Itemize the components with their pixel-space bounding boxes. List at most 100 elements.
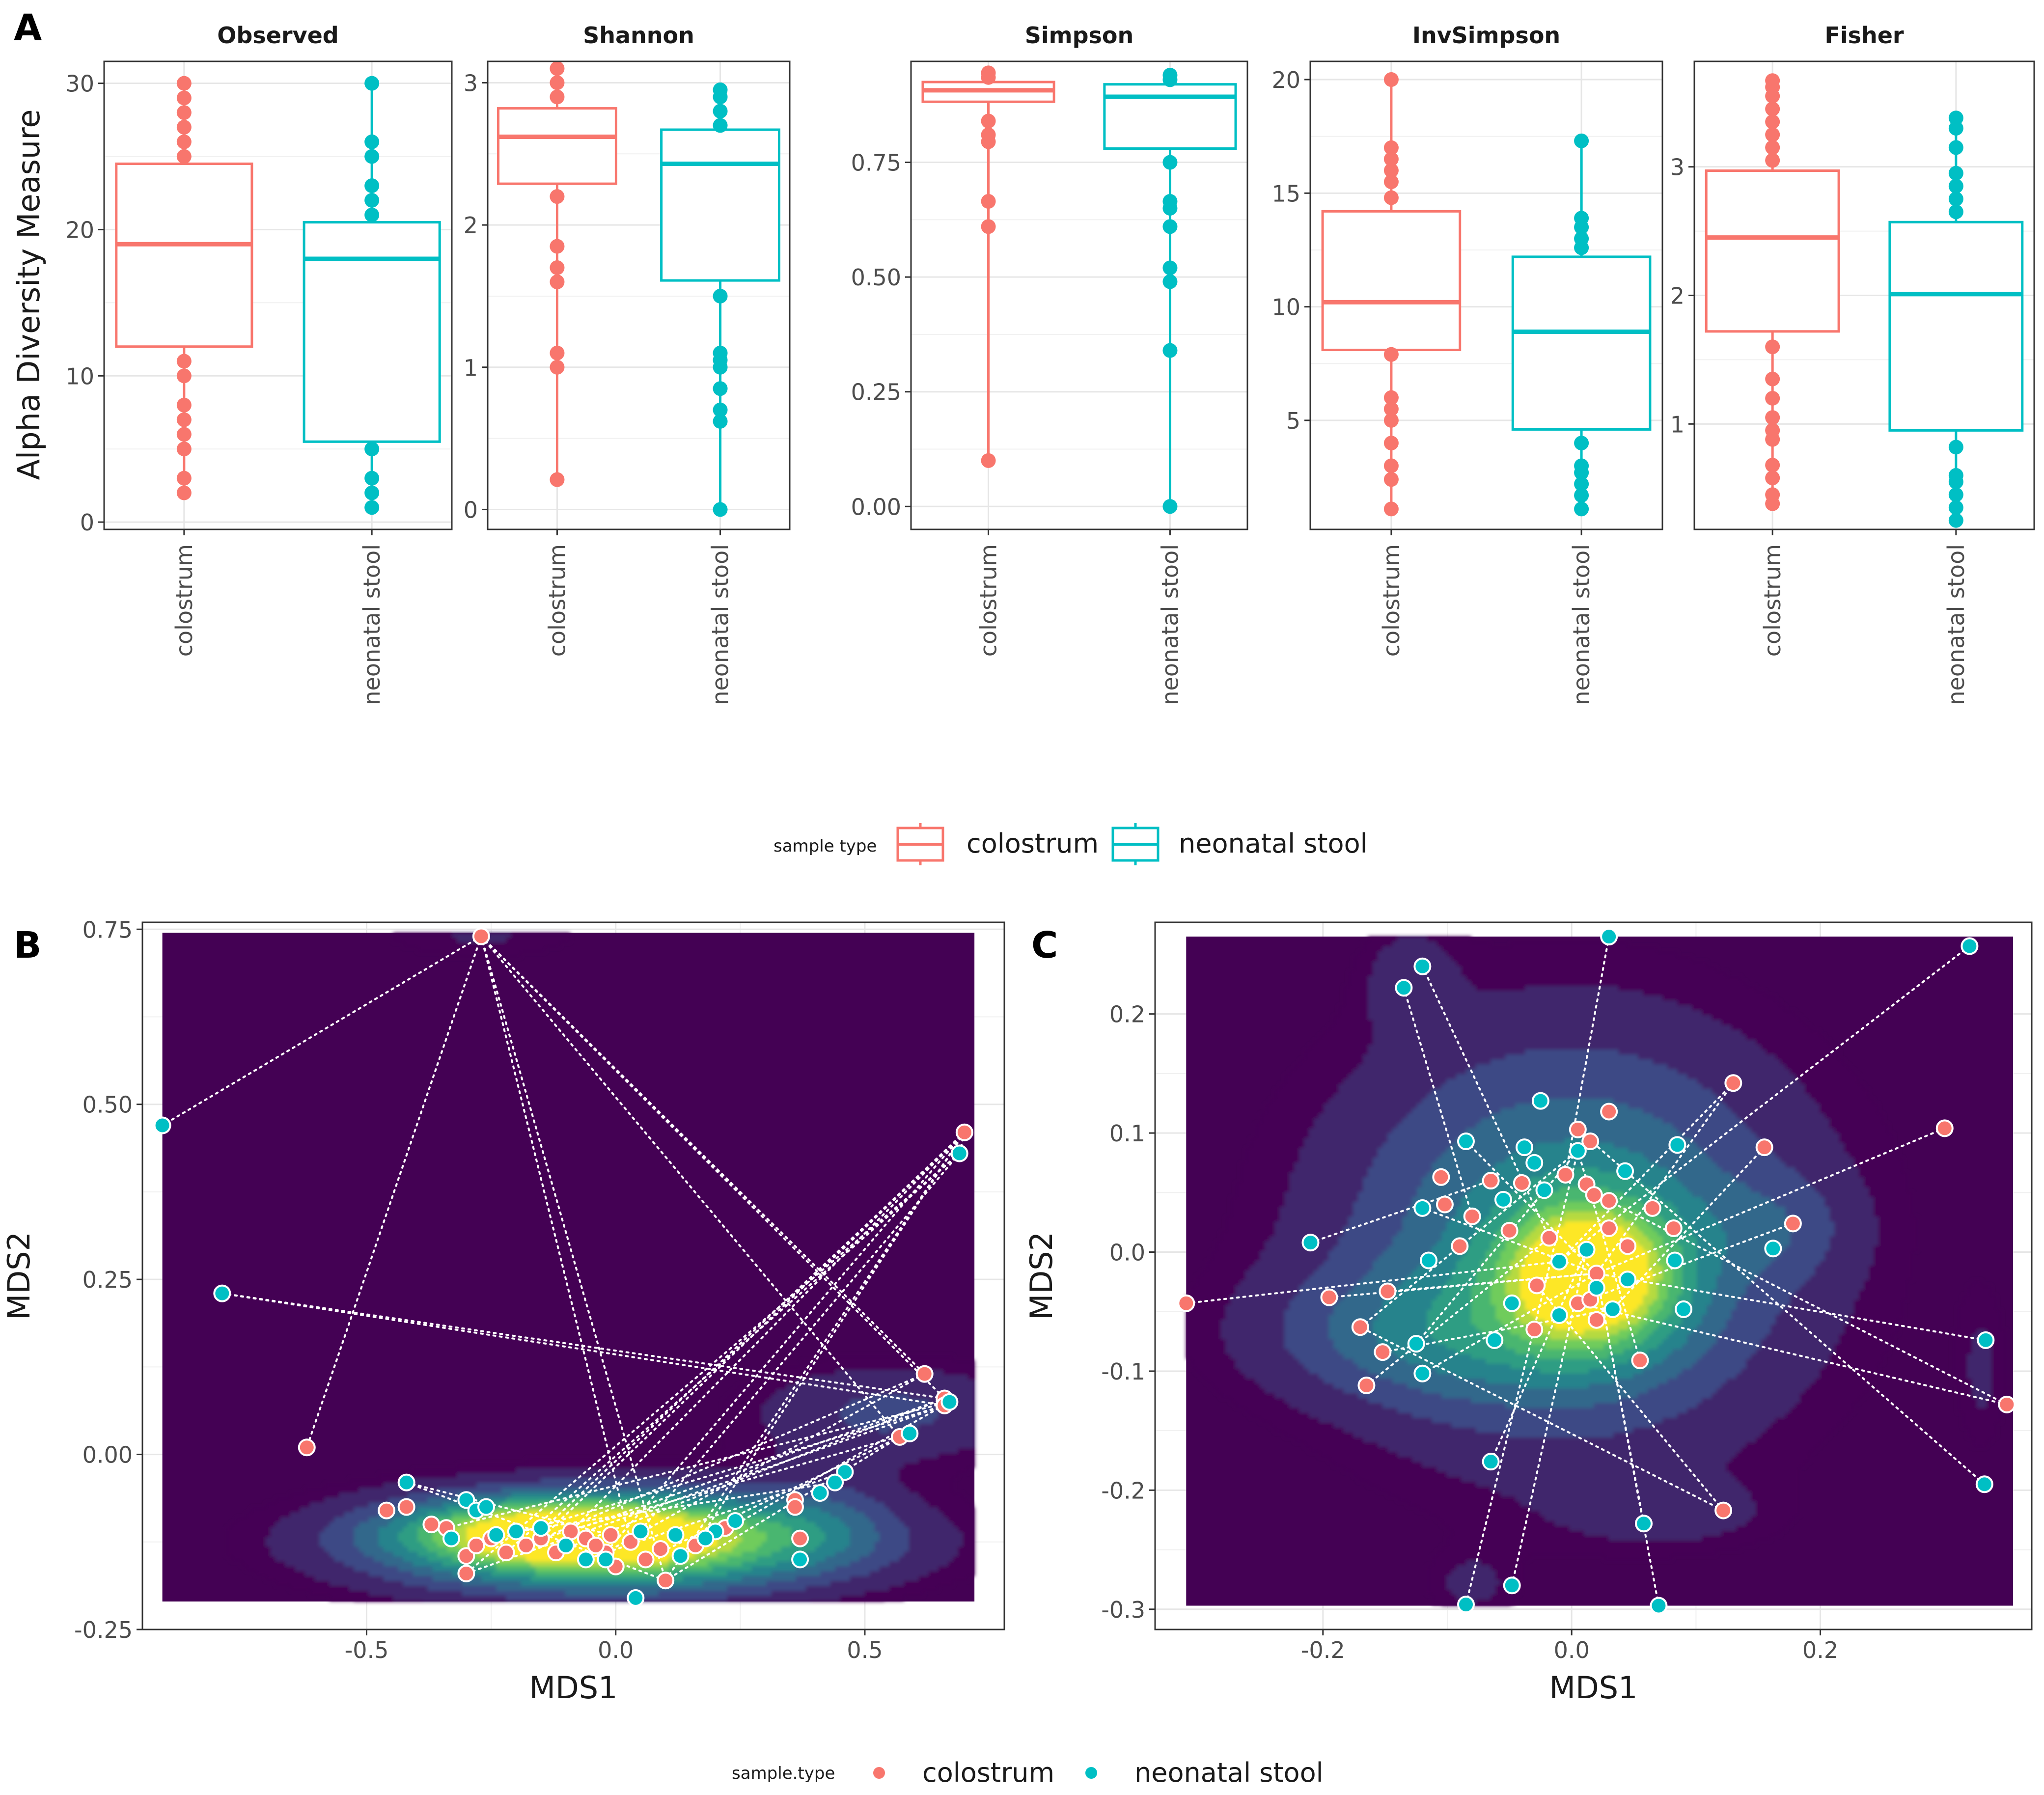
density-cell xyxy=(673,1517,679,1522)
density-cell xyxy=(904,1551,910,1557)
density-cell xyxy=(776,1527,782,1532)
density-cell xyxy=(918,1429,924,1434)
density-cell xyxy=(791,1370,797,1375)
density-cell xyxy=(899,1355,905,1360)
density-cell xyxy=(953,1576,959,1581)
data-point xyxy=(981,193,996,209)
density-cell xyxy=(295,1571,301,1576)
density-cell xyxy=(928,1561,934,1567)
density-cell xyxy=(825,1512,831,1518)
density-cell xyxy=(923,1576,929,1581)
density-cell xyxy=(918,1414,924,1419)
density-cell xyxy=(427,947,433,953)
density-cell xyxy=(830,1522,836,1527)
density-cell xyxy=(614,1492,620,1498)
density-cell xyxy=(840,1576,846,1581)
density-cell xyxy=(359,1532,364,1537)
density-cell xyxy=(899,1404,905,1409)
density-cell xyxy=(521,1468,526,1473)
density-cell xyxy=(869,1434,875,1439)
density-cell xyxy=(948,1468,954,1473)
density-cell xyxy=(462,1512,468,1518)
density-cell xyxy=(751,1429,757,1434)
density-cell xyxy=(953,1492,959,1498)
density-cell xyxy=(363,1488,369,1493)
density-cell xyxy=(913,1438,919,1444)
density-cell xyxy=(938,1438,944,1444)
density-cell xyxy=(599,1478,605,1483)
density-cell xyxy=(432,942,438,948)
density-cell xyxy=(904,1458,910,1464)
density-cell xyxy=(859,1542,865,1547)
density-cell xyxy=(624,1561,630,1567)
density-cell xyxy=(889,1458,895,1464)
density-cell xyxy=(894,1556,900,1562)
density-cell xyxy=(525,1517,531,1522)
density-cell xyxy=(967,1399,973,1405)
density-cell xyxy=(707,1458,713,1464)
density-cell xyxy=(781,1551,787,1557)
data-point xyxy=(1162,499,1178,514)
density-cell xyxy=(909,1537,914,1542)
density-cell xyxy=(761,1497,767,1503)
data-point xyxy=(981,127,996,142)
density-cell xyxy=(742,1497,747,1503)
density-cell xyxy=(904,1522,910,1527)
density-cell xyxy=(476,1483,482,1488)
density-cell xyxy=(855,1517,860,1522)
density-cell xyxy=(820,1389,826,1395)
density-cell xyxy=(486,1468,492,1473)
density-cell xyxy=(584,1502,590,1508)
density-cell xyxy=(471,1561,477,1567)
data-point xyxy=(1383,151,1399,166)
density-cell xyxy=(967,1375,973,1380)
density-cell xyxy=(751,1527,757,1532)
density-cell xyxy=(864,1360,870,1365)
density-cell xyxy=(422,942,428,948)
density-cell xyxy=(972,1453,975,1459)
density-cell xyxy=(584,1571,590,1576)
density-cell xyxy=(300,1576,305,1581)
density-cell xyxy=(864,1522,870,1527)
density-cell xyxy=(766,1571,772,1576)
density-cell xyxy=(545,1492,551,1498)
density-cell xyxy=(378,1497,384,1503)
density-cell xyxy=(584,1458,590,1464)
density-cell xyxy=(884,1404,890,1409)
density-cell xyxy=(447,952,453,958)
density-cell xyxy=(643,1463,649,1468)
density-cell xyxy=(643,1546,649,1552)
density-cell xyxy=(909,1404,914,1409)
density-cell xyxy=(432,1483,438,1488)
density-cell xyxy=(815,1556,821,1562)
density-cell xyxy=(830,1576,836,1581)
density-cell xyxy=(471,1463,477,1468)
density-cell xyxy=(825,1542,831,1547)
density-cell xyxy=(786,1483,792,1488)
density-cell xyxy=(889,1419,895,1424)
density-cell xyxy=(496,1522,502,1527)
density-cell xyxy=(255,1507,261,1513)
density-cell xyxy=(643,1497,649,1503)
density-cell xyxy=(413,1571,418,1576)
density-cell xyxy=(864,1551,870,1557)
density-cell xyxy=(884,1429,890,1434)
density-cell xyxy=(909,1478,914,1483)
density-cell xyxy=(855,1532,860,1537)
density-cell xyxy=(658,1527,664,1532)
density-cell xyxy=(766,1556,772,1562)
density-cell xyxy=(437,1571,443,1576)
density-cell xyxy=(437,1502,443,1508)
data-point xyxy=(176,427,192,442)
density-cell xyxy=(766,1551,772,1557)
density-cell xyxy=(246,1512,251,1518)
density-cell xyxy=(810,1532,816,1537)
density-cell xyxy=(447,942,453,948)
density-cell xyxy=(437,1546,443,1552)
density-cell xyxy=(491,1512,497,1518)
density-cell xyxy=(766,1502,772,1508)
density-cell xyxy=(928,1537,934,1542)
density-cell xyxy=(972,1438,975,1444)
density-cell xyxy=(255,1566,261,1572)
